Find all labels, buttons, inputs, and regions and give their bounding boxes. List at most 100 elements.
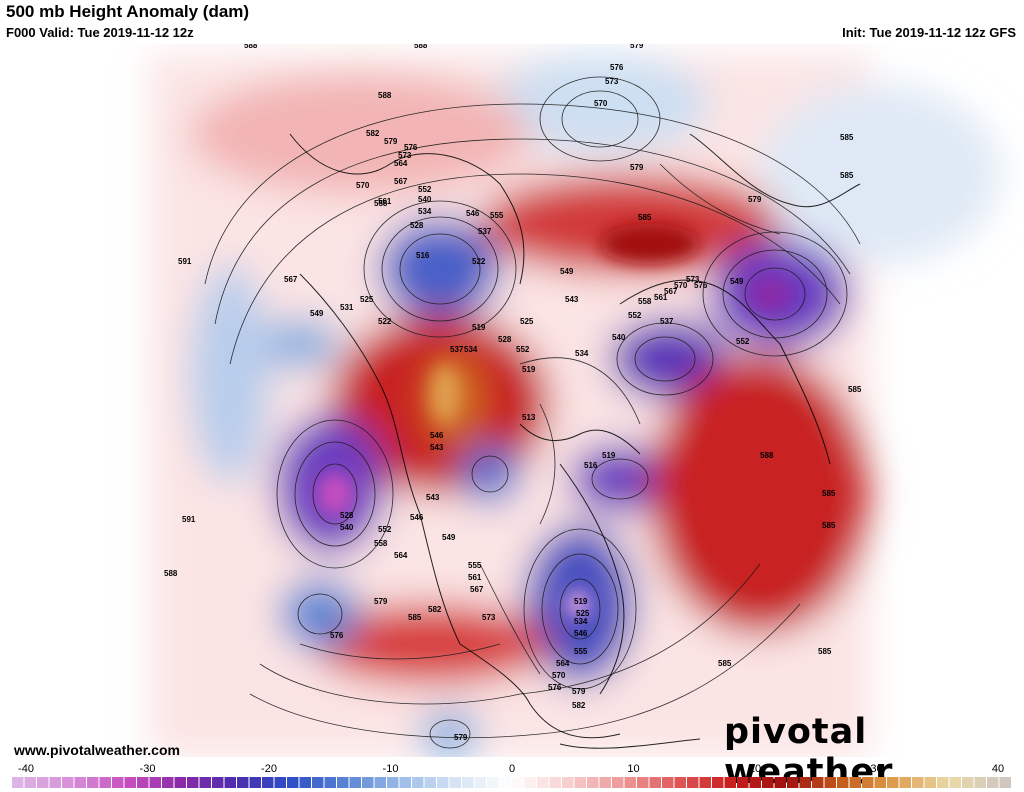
contour-label: 585: [848, 385, 862, 394]
contour-label: 534: [574, 617, 588, 626]
contour-label: 585: [818, 647, 832, 656]
colorbar-swatch: [924, 777, 936, 788]
colorbar-swatch: [349, 777, 361, 788]
colorbar-swatch: [499, 777, 511, 788]
contour-label: 561: [654, 293, 668, 302]
colorbar-swatch: [712, 777, 724, 788]
contour-label: 555: [468, 561, 482, 570]
colorbar-swatch: [74, 777, 86, 788]
init-time: Init: Tue 2019-11-12 12z GFS: [842, 25, 1016, 40]
contour-label: 564: [394, 159, 408, 168]
colorbar-tick-label: -40: [18, 763, 34, 775]
header-bar: 500 mb Height Anomaly (dam) F000 Valid: …: [0, 0, 1024, 44]
contour-label: 573: [686, 275, 700, 284]
coastlines: [289, 133, 861, 749]
contour-label: 579: [454, 733, 468, 742]
contour-label: 558: [638, 297, 652, 306]
colorbar-tick-label: -10: [383, 763, 399, 775]
contour-label: 525: [360, 295, 374, 304]
contour-label: 567: [394, 177, 408, 186]
contour-label: 564: [394, 551, 408, 560]
colorbar-swatch: [799, 777, 811, 788]
colorbar-swatch: [362, 777, 374, 788]
contour-label: 588: [414, 44, 428, 50]
colorbar-swatch: [187, 777, 199, 788]
colorbar-tick-label: -30: [140, 763, 156, 775]
contour-label: 567: [664, 287, 678, 296]
colorbar: -40 -30 -20 -10 0 10 20 30 40: [12, 763, 1011, 788]
colorbar-swatch: [587, 777, 599, 788]
contour-label: 534: [464, 345, 478, 354]
colorbar-swatch: [112, 777, 124, 788]
colorbar-swatch: [537, 777, 549, 788]
contour-label: 525: [576, 609, 590, 618]
contour-label: 576: [404, 143, 418, 152]
contour-label: 573: [398, 151, 412, 160]
contour-label: 522: [378, 317, 392, 326]
colorbar-swatch: [474, 777, 486, 788]
contour-label: 555: [574, 647, 588, 656]
colorbar-swatch: [24, 777, 36, 788]
colorbar-swatch: [974, 777, 986, 788]
contour-label: 549: [730, 277, 744, 286]
colorbar-swatch: [674, 777, 686, 788]
contour-label: 552: [628, 311, 642, 320]
contour-label: 543: [430, 443, 444, 452]
colorbar-swatch: [999, 777, 1011, 788]
colorbar-swatch: [487, 777, 499, 788]
contour-label: 588: [164, 569, 178, 578]
contour-label: 537: [478, 227, 492, 236]
colorbar-swatch: [462, 777, 474, 788]
valid-time: F000 Valid: Tue 2019-11-12 12z: [6, 25, 194, 40]
contour-label: 570: [674, 281, 688, 290]
colorbar-swatch: [212, 777, 224, 788]
colorbar-swatch: [37, 777, 49, 788]
contour-label: 579: [630, 44, 644, 50]
colorbar-tick-label: 10: [627, 763, 639, 775]
colorbar-swatch: [399, 777, 411, 788]
contour-label: 546: [430, 431, 444, 440]
colorbar-swatch: [949, 777, 961, 788]
colorbar-ticks: -40 -30 -20 -10 0 10 20 30 40: [18, 763, 1004, 775]
contour-label: 588: [244, 44, 258, 50]
colorbar-swatch: [324, 777, 336, 788]
colorbar-swatch: [249, 777, 261, 788]
colorbar-swatch: [837, 777, 849, 788]
contour-label: 576: [548, 683, 562, 692]
contour-label: 585: [822, 489, 836, 498]
height-contours: [204, 76, 861, 749]
colorbar-swatch: [574, 777, 586, 788]
contour-label: 525: [520, 317, 534, 326]
colorbar-swatch: [437, 777, 449, 788]
contour-label: 534: [575, 349, 589, 358]
colorbar-swatch: [824, 777, 836, 788]
colorbar-swatch: [549, 777, 561, 788]
colorbar-swatch: [562, 777, 574, 788]
contour-label: 519: [602, 451, 616, 460]
colorbar-swatch: [612, 777, 624, 788]
contour-label: 519: [472, 323, 486, 332]
colorbar-swatch: [912, 777, 924, 788]
contour-label: 516: [584, 461, 598, 470]
contour-label: 519: [574, 597, 588, 606]
colorbar-swatch: [299, 777, 311, 788]
contour-label: 582: [366, 129, 380, 138]
colorbar-swatch: [749, 777, 761, 788]
contour-label: 588: [760, 451, 774, 460]
contour-label: 564: [556, 659, 570, 668]
map-title: 500 mb Height Anomaly (dam): [6, 2, 250, 21]
contour-label: 570: [356, 181, 370, 190]
colorbar-swatch: [512, 777, 524, 788]
colorbar-swatch: [162, 777, 174, 788]
colorbar-swatch: [287, 777, 299, 788]
colorbar-swatch: [224, 777, 236, 788]
colorbar-swatch: [937, 777, 949, 788]
contour-label: 549: [442, 533, 456, 542]
contour-label: 522: [472, 257, 486, 266]
contour-label: 546: [410, 513, 424, 522]
contour-label: 588: [378, 91, 392, 100]
colorbar-swatch: [424, 777, 436, 788]
colorbar-swatch: [724, 777, 736, 788]
colorbar-swatch: [874, 777, 886, 788]
